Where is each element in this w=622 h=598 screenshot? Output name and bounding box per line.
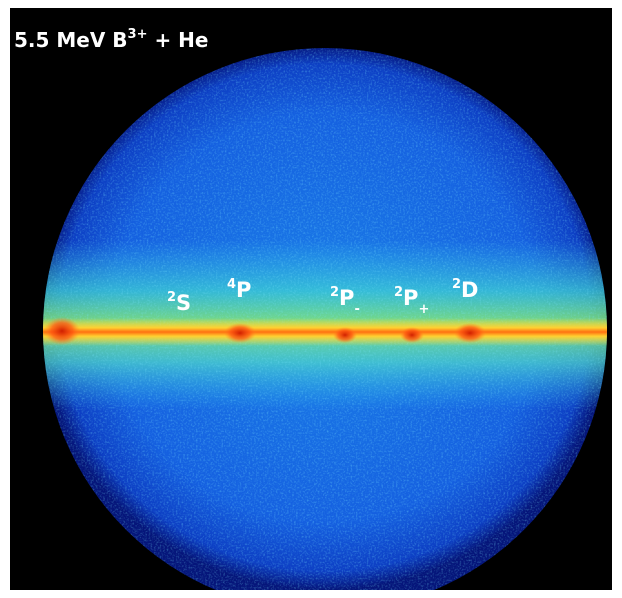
state-label: 4P (227, 277, 251, 302)
label-base: P (403, 286, 418, 310)
title: 5.5 MeV B3+ + He (14, 27, 209, 52)
label-sub: + (418, 302, 429, 317)
title-rest: + He (148, 28, 209, 52)
label-base: D (461, 278, 478, 302)
disc (43, 48, 607, 590)
title-sup: 3+ (128, 27, 148, 42)
title-main: 5.5 MeV B (14, 28, 128, 52)
label-base: P (236, 278, 251, 302)
label-base: S (176, 291, 191, 315)
label-sup: 2 (330, 285, 339, 300)
state-label: 2P+ (394, 285, 429, 317)
state-label: 2P- (330, 285, 360, 317)
state-label: 2D (452, 277, 478, 302)
label-base: P (339, 286, 354, 310)
state-label: 2S (167, 290, 191, 315)
label-sup: 2 (452, 277, 461, 292)
label-sup: 2 (167, 290, 176, 305)
label-sup: 2 (394, 285, 403, 300)
label-sub: - (354, 302, 359, 317)
label-sup: 4 (227, 277, 236, 292)
